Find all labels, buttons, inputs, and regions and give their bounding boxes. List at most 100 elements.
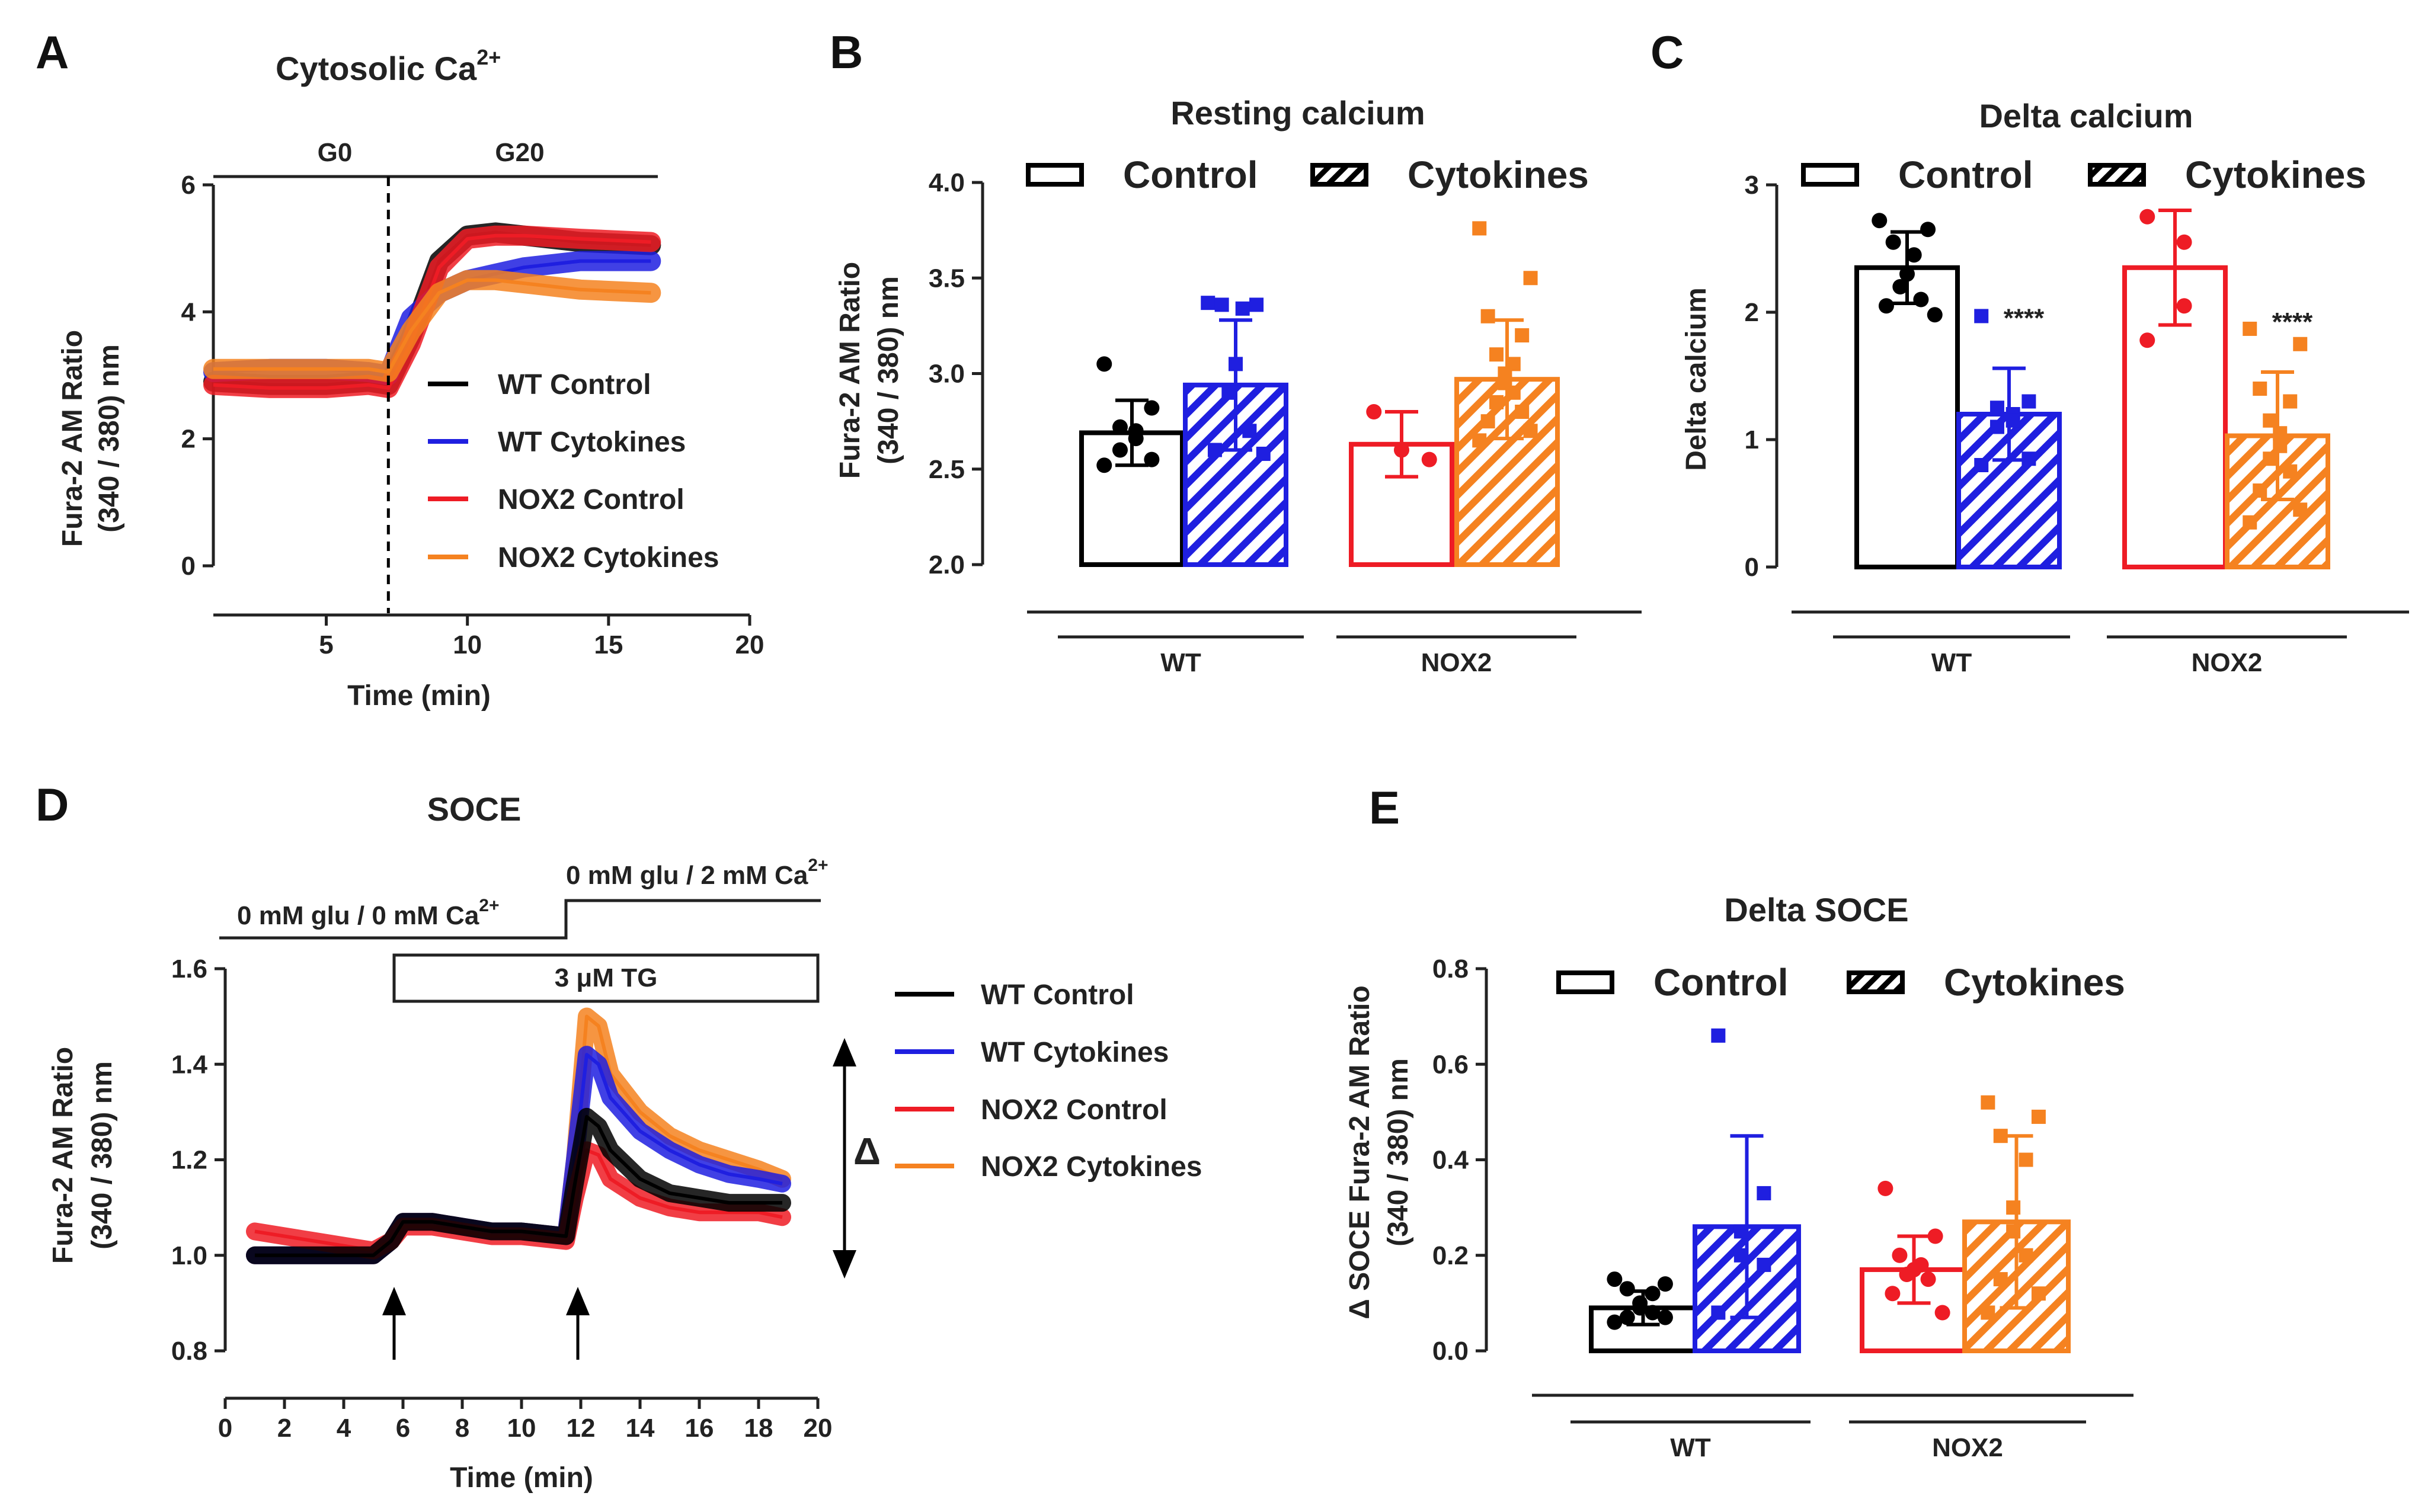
data-point-nox2-cytokines <box>1993 1272 2008 1287</box>
panel-e-y-tick-label: 0.8 <box>1432 954 1469 984</box>
data-point-nox2-cytokines <box>2293 337 2308 351</box>
panel-a-title: Cytosolic Ca2+ <box>276 45 501 87</box>
panel-d-y-tick-label: 1.6 <box>171 954 207 984</box>
panel-d-x-tick-label: 18 <box>744 1414 773 1443</box>
data-point-nox2-control <box>1885 1286 1901 1302</box>
data-point-wt-control <box>1632 1300 1648 1316</box>
panel-d-x-tick-label: 20 <box>804 1414 833 1443</box>
panel-c-y-tick-label: 1 <box>1745 425 1759 454</box>
panel-d-x-tick-label: 4 <box>337 1414 351 1443</box>
data-point-nox2-control <box>1366 404 1382 419</box>
panel-d-x-tick-label: 0 <box>218 1414 232 1443</box>
data-point-nox2-cytokines <box>1489 347 1504 362</box>
data-point-wt-control <box>1878 298 1894 314</box>
legend-label-nox2-cytokines: NOX2 Cytokines <box>981 1151 1202 1183</box>
data-point-wt-control <box>1920 222 1936 238</box>
panel-d-x-tick-label: 8 <box>455 1414 469 1443</box>
panel-b: B Resting calcium Fura-2 AM Ratio (340 /… <box>830 26 1642 677</box>
data-point-wt-control <box>1112 442 1128 458</box>
data-point-nox2-cytokines <box>1506 385 1521 400</box>
data-point-wt-cytokines <box>1711 1028 1726 1043</box>
data-point-wt-cytokines <box>1249 297 1264 312</box>
data-point-nox2-cytokines <box>1523 424 1538 438</box>
data-point-wt-control <box>1144 451 1160 467</box>
panel-c-ylabel: Delta calcium <box>1681 287 1712 470</box>
data-point-nox2-control <box>1421 451 1437 467</box>
panel-d-xlabel: Time (min) <box>450 1462 593 1494</box>
panel-a-ylabel-2: (340 / 380) nm <box>94 344 125 532</box>
panel-a-plot: 0 2 4 6 5 10 15 20 G0 G20 WT Control WT Cytokines NO… <box>181 138 765 659</box>
condition-g20: G20 <box>495 138 544 167</box>
data-point-wt-control <box>1607 1314 1623 1330</box>
legend-label-nox2-control: NOX2 Control <box>981 1094 1167 1126</box>
data-point-wt-cytokines <box>1974 458 1989 472</box>
panel-a-x-tick-label: 15 <box>594 630 623 659</box>
panel-c-y-tick-label: 3 <box>1745 171 1759 200</box>
data-point-wt-control <box>1619 1281 1635 1297</box>
data-point-nox2-cytokines <box>2263 451 2278 466</box>
stimulus-arrow-head <box>566 1287 590 1315</box>
data-point-wt-cytokines <box>2021 394 2036 409</box>
tg-box-label: 3 μM TG <box>555 963 658 992</box>
legend-label-control: Control <box>1653 961 1789 1004</box>
data-point-wt-cytokines <box>1733 1248 1748 1263</box>
panel-c: C Delta calcium Delta calcium 0 1 2 3 WT NOX2… <box>1650 26 2409 677</box>
data-point-nox2-cytokines <box>2031 1286 2046 1301</box>
data-point-nox2-control <box>1892 1247 1908 1263</box>
data-point-wt-cytokines <box>2005 413 2020 428</box>
legend-label-wt-cytokines: WT Cytokines <box>498 427 686 458</box>
data-point-wt-control <box>1096 356 1112 372</box>
legend-label-control: Control <box>1123 153 1258 196</box>
data-point-wt-control <box>1607 1271 1623 1287</box>
legend-swatch-cytokines <box>2088 163 2146 187</box>
panel-b-ylabel-1: Fura-2 AM Ratio <box>834 262 866 479</box>
series-line-nox2-cytokines <box>213 278 651 374</box>
panel-e-y-tick-label: 0.6 <box>1432 1050 1469 1079</box>
data-point-nox2-control <box>1877 1180 1893 1196</box>
condition-g0: G0 <box>318 138 353 167</box>
panel-c-plot: 0 1 2 3 WT NOX2 **** **** Control Cytokines <box>1745 153 2409 677</box>
data-point-nox2-cytokines <box>1981 1095 1995 1110</box>
panel-a-x-tick-label: 10 <box>453 630 482 659</box>
data-point-wt-cytokines <box>1757 1186 1771 1200</box>
panel-a-xlabel: Time (min) <box>347 680 491 712</box>
data-point-nox2-cytokines <box>2253 483 2267 498</box>
panel-d-title: SOCE <box>427 790 522 828</box>
legend-swatch-control <box>1801 163 1859 187</box>
data-point-nox2-control <box>1934 1305 1950 1321</box>
data-point-nox2-control <box>1920 1271 1936 1287</box>
group-label-wt: WT <box>1160 648 1201 677</box>
group-label-wt: WT <box>1670 1433 1711 1462</box>
panel-b-plot: 2.0 2.5 3.0 3.5 4.0 WT NOX2 Control Cytokines <box>929 153 1642 677</box>
data-point-nox2-control <box>1394 442 1409 458</box>
data-point-nox2-cytokines <box>1489 395 1504 409</box>
data-point-nox2-cytokines <box>2019 1248 2033 1263</box>
data-point-nox2-cytokines <box>2263 413 2278 428</box>
legend-label-nox2-control: NOX2 Control <box>498 484 684 515</box>
panel-d-x-tick-label: 12 <box>567 1414 596 1443</box>
data-point-nox2-cytokines <box>1472 433 1487 448</box>
panel-d-x-tick-label: 14 <box>626 1414 655 1443</box>
data-point-wt-control <box>1645 1305 1661 1321</box>
data-point-nox2-cytokines <box>1515 328 1530 342</box>
panel-d: D SOCE Fura-2 AM Ratio (340 / 380) nm Ti… <box>36 779 1202 1494</box>
group-label-nox2: NOX2 <box>2192 648 2263 677</box>
legend-swatch-control <box>1556 970 1614 994</box>
data-point-wt-cytokines <box>1711 1305 1726 1320</box>
data-point-wt-control <box>1128 431 1144 447</box>
data-point-wt-cytokines <box>1733 1224 1748 1239</box>
panel-a-y-tick-label: 2 <box>181 425 196 454</box>
data-point-nox2-cytokines <box>1472 221 1487 236</box>
panel-e-ylabel-2: (340 / 380) nm <box>1383 1058 1414 1246</box>
data-point-nox2-control <box>1927 1228 1943 1244</box>
panel-b-y-tick-label: 3.5 <box>929 264 965 293</box>
data-point-nox2-cytokines <box>2243 321 2257 336</box>
panel-d-ylabel-2: (340 / 380) nm <box>87 1061 118 1249</box>
panel-e-plot: 0.0 0.2 0.4 0.6 0.8 WT NOX2 Control Cytokines <box>1432 954 2133 1462</box>
data-point-wt-cytokines <box>1989 419 2004 434</box>
significance-nox2-cytokines: **** <box>2272 307 2313 337</box>
data-point-nox2-cytokines <box>2253 382 2267 396</box>
legend-label-wt-control: WT Control <box>498 369 651 401</box>
data-point-wt-cytokines <box>1201 296 1216 310</box>
panel-d-plot: 0.8 1.0 1.2 1.4 1.6 0 2 4 6 8 10 12 14 16 18 20 3 μM TG Δ… <box>171 899 1202 1443</box>
